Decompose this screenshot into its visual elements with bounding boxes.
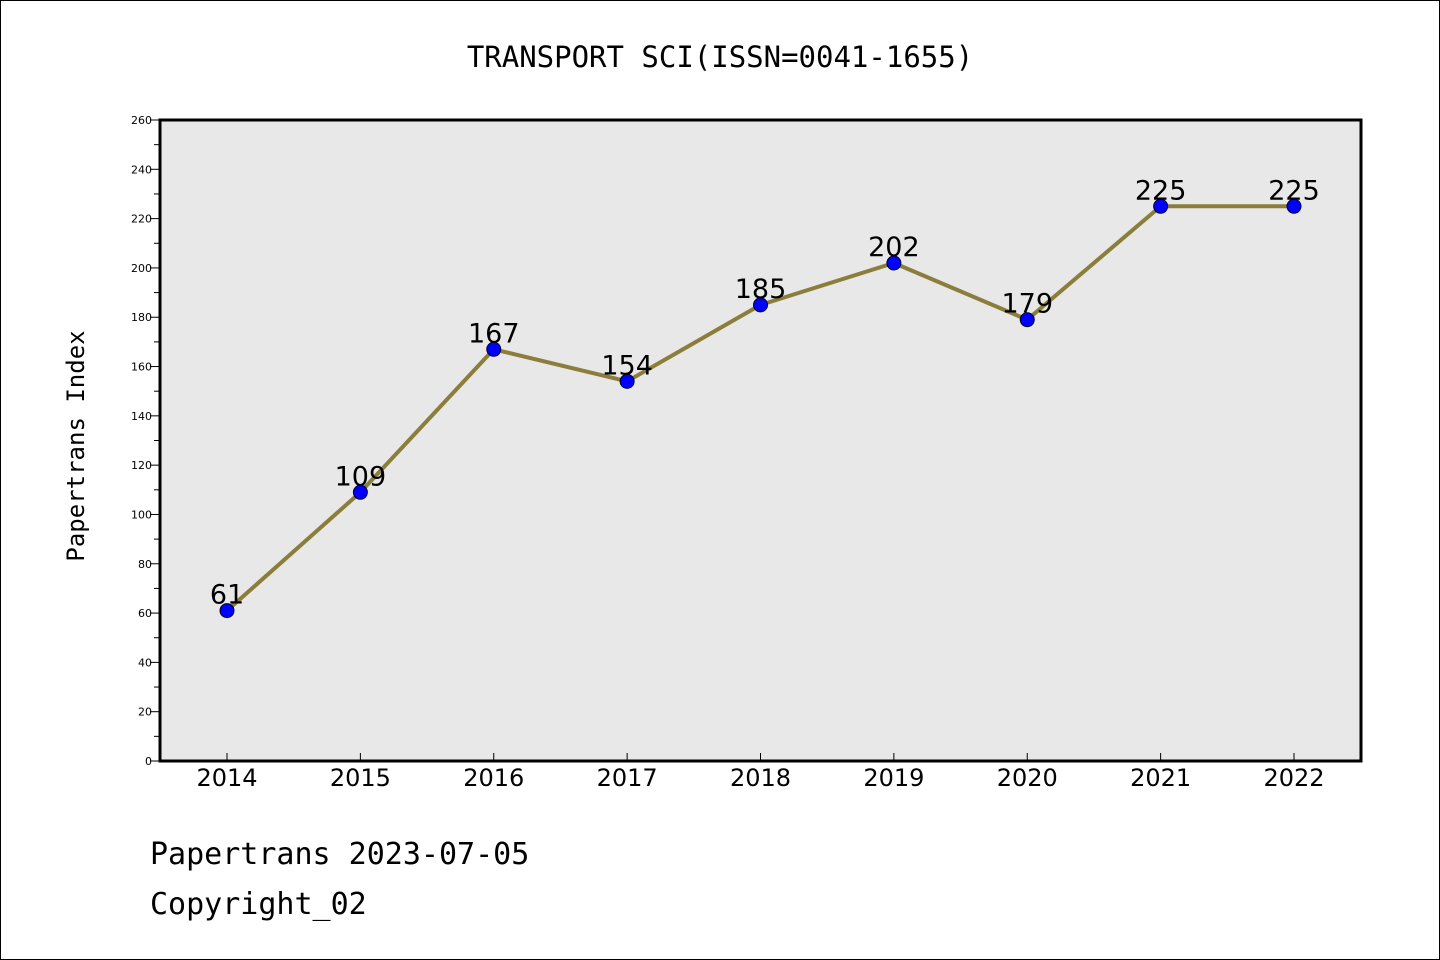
y-tick-label: 160 xyxy=(131,361,152,374)
data-label: 61 xyxy=(210,580,244,611)
x-tick-label: 2018 xyxy=(730,764,791,792)
y-tick-label: 140 xyxy=(131,410,152,423)
series-line-group: 61 109 167 154 185 202 179 225 225 xyxy=(210,175,1320,619)
x-tick-label: 2014 xyxy=(196,764,257,792)
data-point xyxy=(1019,312,1035,328)
data-label: 154 xyxy=(601,350,653,381)
data-label: 167 xyxy=(468,318,520,349)
y-tick-label: 180 xyxy=(131,311,152,324)
y-tick-label: 60 xyxy=(138,607,152,620)
data-point xyxy=(486,341,502,357)
data-point xyxy=(886,255,902,271)
y-tick-label: 40 xyxy=(138,656,152,669)
y-tick-label: 120 xyxy=(131,459,152,472)
x-tick-label: 2015 xyxy=(330,764,391,792)
data-label: 185 xyxy=(735,274,787,305)
data-point xyxy=(1153,198,1169,214)
y-tick-label: 0 xyxy=(145,755,152,768)
x-tick-label: 2016 xyxy=(463,764,524,792)
x-tick-label: 2019 xyxy=(863,764,924,792)
plot-area xyxy=(158,118,1363,763)
x-tick-label: 2020 xyxy=(997,764,1058,792)
footer-date-line: Papertrans 2023-07-05 xyxy=(150,837,529,872)
data-point xyxy=(1286,198,1302,214)
footer-copyright: Copyright_02 xyxy=(150,887,367,922)
x-tick-label: 2022 xyxy=(1263,764,1324,792)
data-label: 202 xyxy=(868,232,920,263)
data-label: 179 xyxy=(1001,289,1053,320)
y-axis: 0 20 40 60 80 100 120 140 160 180 200 220 240 260 xyxy=(131,114,160,768)
y-tick-label: 220 xyxy=(131,213,152,226)
y-tick-label: 80 xyxy=(138,558,152,571)
x-tick-label: 2017 xyxy=(597,764,658,792)
y-axis-label: Papertrans Index xyxy=(62,330,90,561)
y-tick-label: 240 xyxy=(131,163,152,176)
data-point xyxy=(352,484,368,500)
data-label: 109 xyxy=(335,461,387,492)
data-point xyxy=(219,603,235,619)
data-point xyxy=(619,373,635,389)
data-label: 225 xyxy=(1135,175,1187,206)
y-tick-label: 200 xyxy=(131,262,152,275)
data-point xyxy=(753,297,768,313)
data-label: 225 xyxy=(1268,175,1320,206)
chart-title: TRANSPORT SCI(ISSN=0041-1655) xyxy=(467,40,973,74)
y-tick-label: 20 xyxy=(138,706,152,719)
y-tick-label: 260 xyxy=(131,114,152,127)
x-axis: 2014 2015 2016 2017 2018 2019 2020 2021 2022 xyxy=(196,753,1325,792)
x-tick-label: 2021 xyxy=(1130,764,1191,792)
y-tick-label: 100 xyxy=(131,508,152,521)
